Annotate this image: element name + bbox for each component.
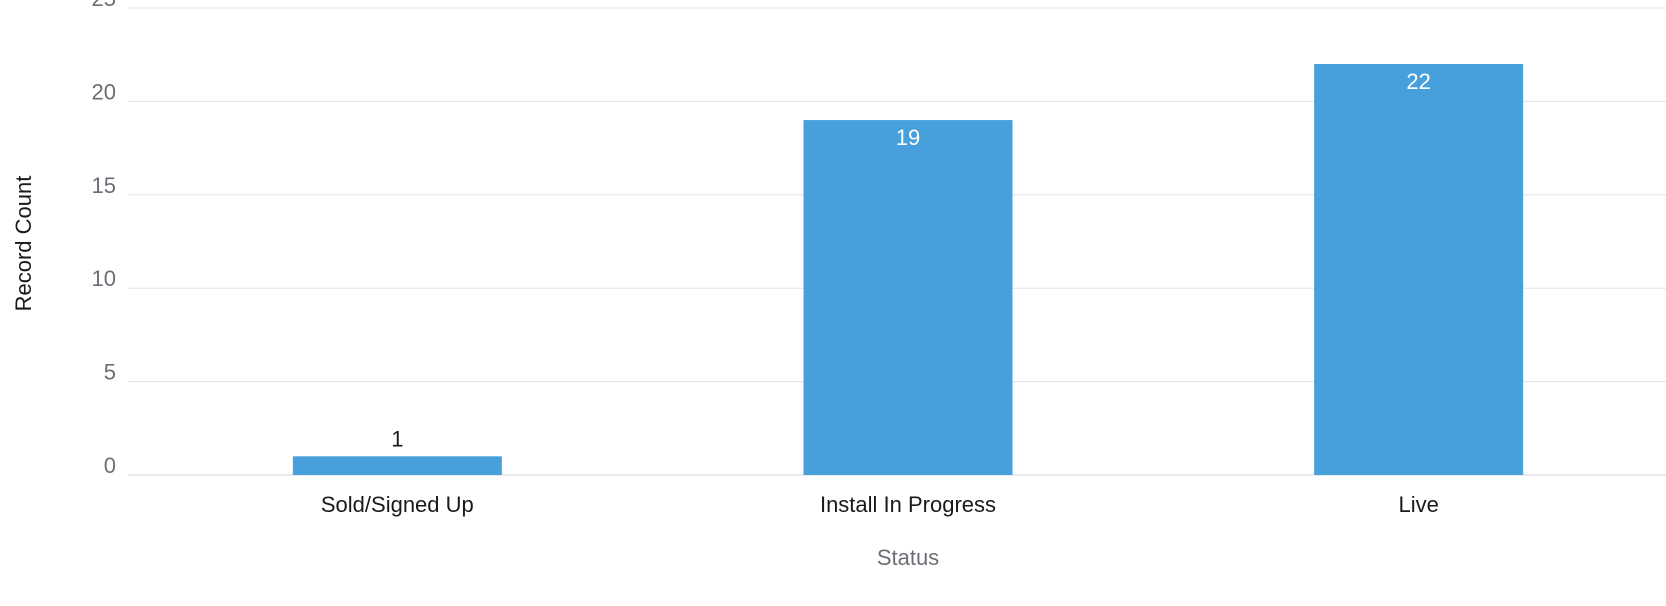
y-tick-label-20: 20 [92, 79, 116, 104]
y-tick-label-0: 0 [104, 453, 116, 478]
bars [292, 64, 1524, 475]
y-tick-label-15: 15 [92, 173, 116, 198]
data-label: 22 [1406, 69, 1430, 94]
data-label: 19 [896, 125, 920, 150]
x-axis-title: Status [877, 545, 939, 570]
bar-live[interactable] [1314, 64, 1524, 475]
x-tick-label: Sold/Signed Up [321, 492, 474, 517]
data-label: 1 [391, 426, 403, 451]
data-labels: 1 19 22 [391, 69, 1431, 451]
y-tick-label-25: 25 [92, 0, 116, 11]
x-tick-label: Install In Progress [820, 492, 996, 517]
bar-install-in-progress[interactable] [803, 120, 1013, 475]
y-axis-ticks: 0 5 10 15 20 25 [92, 0, 116, 478]
x-axis-ticks: Sold/Signed Up Install In Progress Live [321, 492, 1439, 517]
y-tick-label-10: 10 [92, 266, 116, 291]
x-tick-label: Live [1398, 492, 1438, 517]
y-tick-label-5: 5 [104, 360, 116, 385]
bar-sold-signed-up[interactable] [292, 456, 502, 475]
y-axis-title: Record Count [11, 176, 36, 312]
